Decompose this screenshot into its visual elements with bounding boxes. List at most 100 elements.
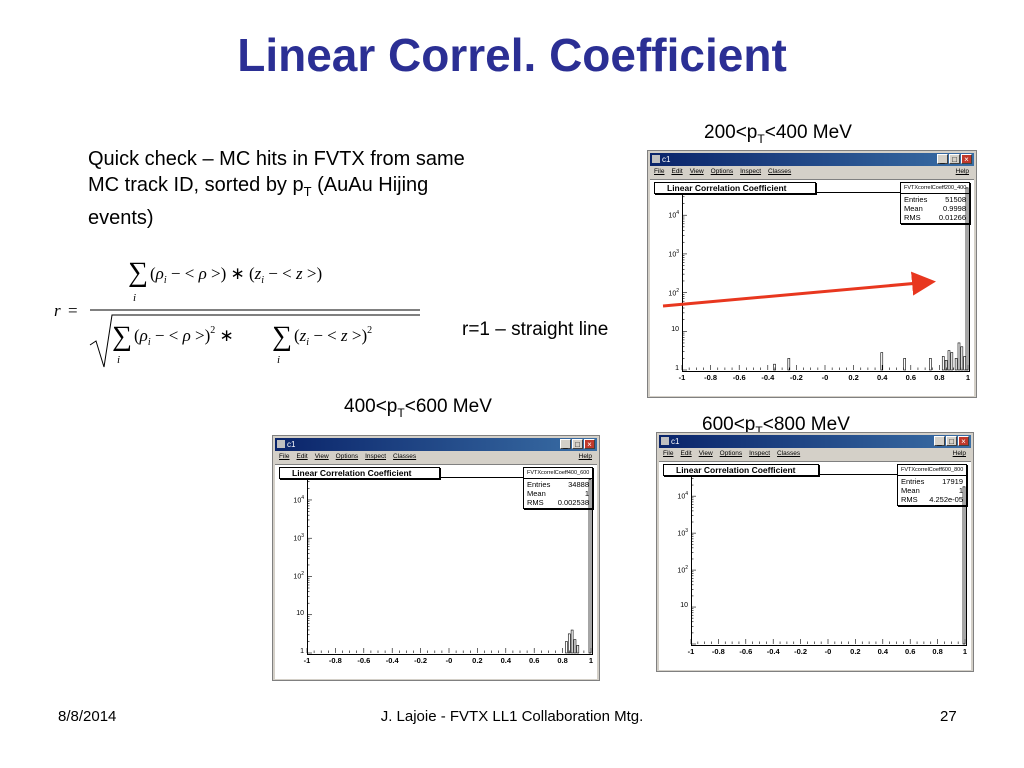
x-tick-label: -0.8 xyxy=(704,373,718,382)
stats-mean: Mean 1 xyxy=(901,486,963,495)
plot-frame xyxy=(682,192,970,372)
menu-bar: File Edit View Options Inspect Classes Help xyxy=(659,449,971,459)
minimize-button[interactable]: _ xyxy=(937,154,948,164)
menu-item-classes[interactable]: Classes xyxy=(777,450,801,457)
maximize-button[interactable]: □ xyxy=(946,436,957,446)
menu-item-edit[interactable]: Edit xyxy=(296,453,308,460)
description-line-3: events) xyxy=(88,207,154,229)
stats-rms: RMS 0.002538 xyxy=(527,498,589,507)
plot-frame xyxy=(307,477,593,655)
x-tick-label: -0.4 xyxy=(385,656,399,665)
stats-box: FVTXcorrelCoeff200_400 Entries 51508 Mean 0.… xyxy=(900,182,970,224)
maximize-button[interactable]: □ xyxy=(572,439,583,449)
histogram-bin xyxy=(787,358,791,371)
menu-item-options[interactable]: Options xyxy=(719,450,743,457)
svg-text:∑: ∑ xyxy=(272,321,292,352)
close-button[interactable]: × xyxy=(961,154,972,164)
histogram-bin xyxy=(957,342,961,371)
peak-bar xyxy=(965,187,969,371)
caption-200-400: 200<pT<400 MeV xyxy=(704,122,852,146)
x-tick-label: 0.8 xyxy=(932,647,943,656)
maximize-button[interactable]: □ xyxy=(949,154,960,164)
histogram-bin xyxy=(880,352,884,371)
svg-text:∑: ∑ xyxy=(128,257,148,288)
window-title: c1 xyxy=(671,437,680,446)
histogram-bin xyxy=(950,352,954,371)
menu-item-edit[interactable]: Edit xyxy=(671,168,683,175)
plot-area: Linear Correlation Coefficient FVTXcorrel… xyxy=(275,464,597,679)
peak-bar xyxy=(588,479,592,654)
x-tick-label: 0.2 xyxy=(472,656,483,665)
minimize-button[interactable]: _ xyxy=(934,436,945,446)
stats-mean: Mean 1 xyxy=(527,489,589,498)
menu-item-file[interactable]: File xyxy=(654,168,665,175)
y-tick-label: 103 xyxy=(677,528,688,538)
stats-mean-label: Mean xyxy=(904,204,923,213)
y-tick-label: 104 xyxy=(293,494,304,505)
y-tick-label: 1 xyxy=(675,365,679,372)
histogram-bin xyxy=(576,645,580,654)
x-tick-label: 1 xyxy=(965,373,971,382)
x-tick-label: 0.8 xyxy=(934,373,945,382)
menu-item-classes[interactable]: Classes xyxy=(393,453,417,460)
footer-page-number: 27 xyxy=(940,708,957,725)
x-tick-label: 0.4 xyxy=(876,373,888,382)
minimize-button[interactable]: _ xyxy=(560,439,571,449)
stats-rms: RMS 0.01266 xyxy=(904,213,966,222)
stats-rms-label: RMS xyxy=(527,498,544,507)
window-app-icon xyxy=(277,440,285,448)
close-button[interactable]: × xyxy=(584,439,595,449)
menu-item-view[interactable]: View xyxy=(698,450,713,457)
histogram-bin xyxy=(773,363,776,371)
y-tick-label: 10 xyxy=(296,609,304,617)
menu-item-options[interactable]: Options xyxy=(710,168,734,175)
y-tick-label: 10 xyxy=(680,602,688,610)
menu-item-inspect[interactable]: Inspect xyxy=(365,453,387,460)
histogram-bin xyxy=(944,360,948,371)
x-tick-label: 0.4 xyxy=(500,656,512,665)
svg-text:∑: ∑ xyxy=(112,321,132,352)
histogram-title: Linear Correlation Coefficient xyxy=(663,464,819,476)
x-tick-label: -0.6 xyxy=(357,656,371,665)
caption-400-600: 400<pT<600 MeV xyxy=(344,396,492,420)
svg-text:i: i xyxy=(277,354,280,366)
svg-text:(zi − < z >)2: (zi − < z >)2 xyxy=(294,325,372,348)
description-text: Quick check – MC hits in FVTX from same … xyxy=(88,146,588,231)
peak-bar xyxy=(962,486,966,645)
window-title: c1 xyxy=(287,440,296,449)
menu-item-classes[interactable]: Classes xyxy=(768,168,792,175)
close-button[interactable]: × xyxy=(958,436,969,446)
menu-item-help[interactable]: Help xyxy=(955,168,969,175)
menu-item-file[interactable]: File xyxy=(279,453,290,460)
title-bar: c1 _ □ × xyxy=(650,153,974,166)
stats-mean-label: Mean xyxy=(527,489,546,498)
menu-item-edit[interactable]: Edit xyxy=(680,450,692,457)
plot-area: Linear Correlation Coefficient FVTXcorrel… xyxy=(659,461,971,670)
root-canvas-window-400-600: c1 _ □ × File Edit View Options Inspect Classes He… xyxy=(272,435,600,681)
x-tick-label: -0.6 xyxy=(739,647,753,656)
x-tick-label: 0.6 xyxy=(904,647,916,656)
x-tick-label: -0.8 xyxy=(328,656,342,665)
stats-entries-label: Entries xyxy=(901,477,925,486)
histogram-svg xyxy=(306,479,592,654)
description-line-1: Quick check – MC hits in FVTX from same xyxy=(88,148,465,170)
menu-item-help[interactable]: Help xyxy=(578,453,592,460)
x-tick-label: 0.6 xyxy=(905,373,917,382)
menu-item-inspect[interactable]: Inspect xyxy=(740,168,762,175)
histogram-bin xyxy=(903,358,906,371)
window-title: c1 xyxy=(662,155,671,164)
y-tick-label: 103 xyxy=(293,533,304,543)
menu-item-help[interactable]: Help xyxy=(952,450,966,457)
menu-item-view[interactable]: View xyxy=(689,168,704,175)
menu-item-file[interactable]: File xyxy=(663,450,674,457)
stats-entries: Entries 17919 xyxy=(901,477,963,486)
stats-rms-label: RMS xyxy=(901,495,918,504)
menu-item-inspect[interactable]: Inspect xyxy=(749,450,771,457)
svg-text:i: i xyxy=(117,354,120,366)
menu-item-options[interactable]: Options xyxy=(335,453,359,460)
stats-entries-label: Entries xyxy=(527,480,551,489)
menu-item-view[interactable]: View xyxy=(314,453,329,460)
x-tick-label: -0.2 xyxy=(414,656,428,665)
pointer-arrow xyxy=(662,271,936,308)
stats-entries-value: 34888 xyxy=(568,480,589,489)
